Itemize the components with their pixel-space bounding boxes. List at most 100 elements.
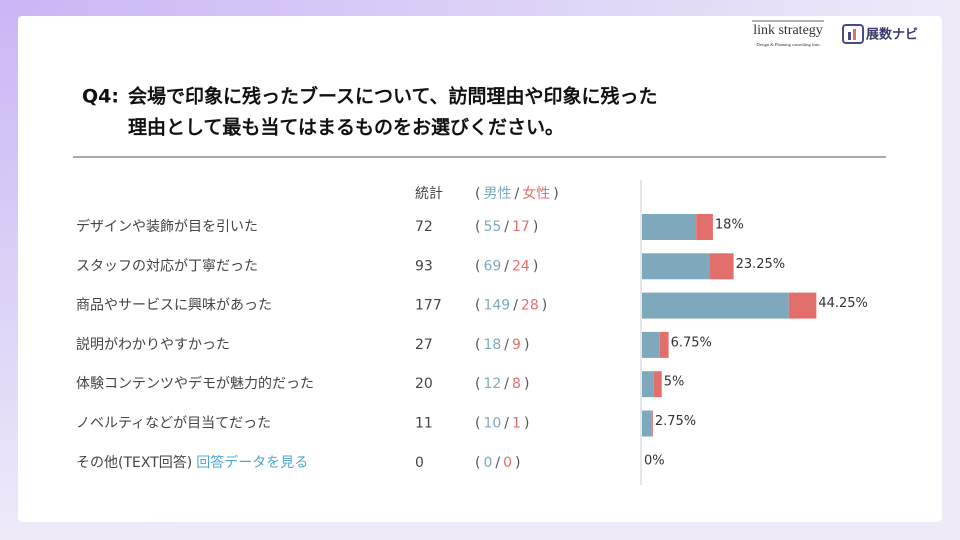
brand1: link strategy [753,23,823,38]
category-label: 説明がわかりやすかった [76,337,230,353]
paren-close: ) [533,219,538,235]
percent-label: 6.75% [671,335,712,350]
percent-label: 2.75% [655,414,696,429]
category-label: その他(TEXT回答) 回答データを見る [76,454,308,471]
legend-header: (男性 / 女性) [475,185,559,202]
male: 0 [483,455,492,471]
paren-close: ) [542,298,547,314]
question-line2: 理由として最も当てはまるものをお選びください。 [128,116,564,139]
percent-label: 5% [664,375,685,390]
total-value: 20 [415,376,433,392]
paren-open: ( [475,337,480,353]
gender-breakdown: (10/1) [475,416,529,432]
percent-label: 23.25% [736,257,786,272]
bar-segment [709,253,734,280]
separator: / [504,219,509,235]
gender-breakdown: (55/17) [475,219,538,235]
female: 1 [512,416,521,432]
category-text: 体験コンテンツやデモが魅力的だった [76,375,314,392]
male: 男性 [483,186,511,202]
question-line1: 会場で印象に残ったブースについて、訪問理由や印象に残った [128,85,658,108]
separator: / [495,455,500,471]
brand2-icon [842,24,864,44]
paren-open: ( [475,455,480,471]
bar-segment [788,292,817,319]
category-text: 商品やサービスに興味があった [76,298,272,314]
paren-close: ) [524,416,529,432]
bar-segment [642,253,710,280]
category-text: その他(TEXT回答) [76,454,192,471]
bar-segment [653,371,662,398]
female: 0 [503,455,512,471]
gender-breakdown: (0/0) [475,455,521,471]
gender-breakdown: (12/8) [475,376,529,392]
bar-segment [642,410,652,437]
male: 149 [483,298,510,314]
gender-breakdown: (149/28) [475,298,547,314]
female: 8 [512,376,521,392]
other-data-link[interactable]: 回答データを見る [196,454,308,471]
total-value: 27 [415,337,433,353]
male: 55 [483,219,501,235]
percent-label: 18% [715,218,744,233]
percent-label: 44.25% [818,296,868,311]
paren-close: ) [553,186,558,202]
paren-close: ) [515,455,520,471]
paren-close: ) [524,376,529,392]
paren-open: ( [475,298,480,314]
bar-segment [642,214,697,240]
bar-segment [651,410,653,437]
paren-open: ( [475,219,480,235]
paren-open: ( [475,416,480,432]
separator: / [514,186,519,202]
percent-label: 0% [644,453,665,468]
category-text: 説明がわかりやすかった [76,337,230,353]
female: 24 [512,258,530,274]
paren-close: ) [533,258,538,274]
male: 12 [483,376,501,392]
paren-close: ) [524,337,529,353]
gender-breakdown: (69/24) [475,258,538,274]
separator: / [504,258,509,274]
paren-open: ( [475,186,480,202]
bar-segment [659,331,669,358]
category-label: 商品やサービスに興味があった [76,298,272,314]
category-text: スタッフの対応が丁寧だった [76,257,258,274]
separator: / [504,337,509,353]
paren-open: ( [475,376,480,392]
bar-segment [642,371,654,398]
paren-open: ( [475,258,480,274]
category-label: スタッフの対応が丁寧だった [76,257,258,274]
bar-segment [696,214,713,240]
total-value: 93 [415,258,433,274]
question-number: Q4: [82,86,119,108]
separator: / [504,416,509,432]
bar-segment [642,331,660,358]
total-value: 0 [415,455,424,471]
bar-segment [642,292,789,319]
category-label: ノベルティなどが目当てだった [76,416,271,432]
female: 17 [512,219,530,235]
card [18,16,942,522]
male: 18 [483,337,501,353]
male: 10 [483,416,501,432]
total-value: 11 [415,416,433,432]
total-header: 統計 [415,186,443,202]
category-text: ノベルティなどが目当てだった [76,416,271,432]
female: 9 [512,337,521,353]
category-label: デザインや装飾が目を引いた [76,218,258,235]
brand1-sub: Design & Planning consulting firm [756,42,820,47]
gender-breakdown: (18/9) [475,337,529,353]
total-value: 177 [415,298,442,314]
category-text: デザインや装飾が目を引いた [76,218,258,235]
separator: / [513,298,518,314]
male: 69 [483,258,501,274]
total-value: 72 [415,219,433,235]
female: 女性 [522,185,550,202]
separator: / [504,376,509,392]
category-label: 体験コンテンツやデモが魅力的だった [76,375,314,392]
female: 28 [521,298,539,314]
brand2: 展数ナビ [866,27,918,43]
